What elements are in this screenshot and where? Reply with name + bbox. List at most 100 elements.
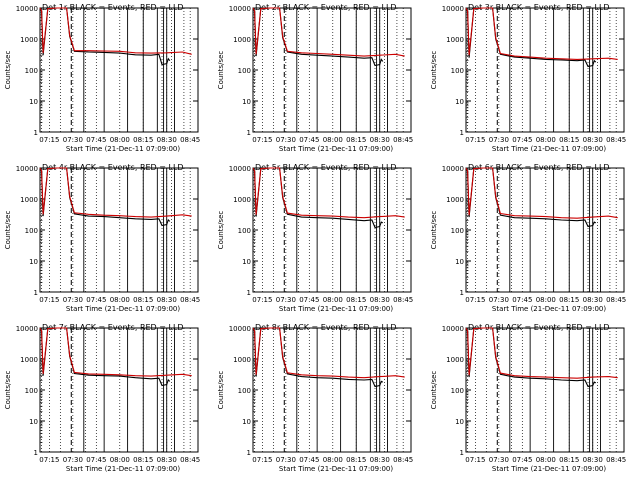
y-tick-label: 100 bbox=[451, 387, 464, 395]
x-tick-label: 08:15 bbox=[346, 456, 366, 464]
series-line-lld bbox=[465, 7, 618, 60]
x-tick-label: 07:15 bbox=[465, 296, 485, 304]
x-tick-label: 07:45 bbox=[512, 136, 532, 144]
x-tick-label: 08:15 bbox=[559, 136, 579, 144]
detector-panel: Det 7r BLACK = Events, RED = LLD Counts/s… bbox=[4, 323, 200, 473]
x-tick-label: 08:15 bbox=[133, 296, 153, 304]
y-tick-label: 10000 bbox=[16, 325, 38, 333]
series-line-lld bbox=[39, 167, 192, 218]
x-tick-label: 08:30 bbox=[157, 456, 177, 464]
x-tick-label: 07:15 bbox=[252, 136, 272, 144]
y-tick-label: 1 bbox=[460, 129, 464, 137]
y-tick-label: 10000 bbox=[442, 165, 464, 173]
x-axis-label: Start Time (21-Dec-11 07:09:00) bbox=[492, 465, 606, 473]
y-tick-label: 10 bbox=[242, 418, 251, 426]
chart-title: Det 7r BLACK = Events, RED = LLD bbox=[42, 323, 184, 332]
y-tick-label: 100 bbox=[238, 227, 251, 235]
x-tick-label: 08:45 bbox=[393, 296, 413, 304]
x-tick-label: 07:15 bbox=[252, 456, 272, 464]
x-tick-label: 08:30 bbox=[583, 296, 603, 304]
chart-title: Det 8r BLACK = Events, RED = LLD bbox=[255, 323, 397, 332]
x-tick-label: 07:15 bbox=[39, 456, 59, 464]
x-tick-label: 08:00 bbox=[323, 136, 343, 144]
x-tick-label: 07:15 bbox=[465, 456, 485, 464]
x-tick-label: 07:45 bbox=[512, 296, 532, 304]
x-tick-label: 08:15 bbox=[346, 296, 366, 304]
series-line-lld bbox=[39, 327, 192, 377]
y-tick-label: 1000 bbox=[20, 196, 38, 204]
detector-panel: Det 1r BLACK = Events, RED = LLD Counts/s… bbox=[4, 3, 200, 153]
series-line-lld bbox=[465, 327, 618, 379]
y-tick-label: 1000 bbox=[233, 356, 251, 364]
y-tick-label: 10000 bbox=[16, 5, 38, 13]
x-tick-label: 07:30 bbox=[276, 296, 296, 304]
x-tick-label: 08:30 bbox=[370, 136, 390, 144]
y-tick-label: 1000 bbox=[20, 356, 38, 364]
x-tick-label: 08:15 bbox=[346, 136, 366, 144]
series-line-events bbox=[252, 167, 384, 229]
x-tick-label: 07:30 bbox=[63, 136, 83, 144]
x-tick-label: 08:15 bbox=[559, 456, 579, 464]
x-tick-label: 08:00 bbox=[110, 136, 130, 144]
y-tick-label: 10 bbox=[455, 418, 464, 426]
x-tick-label: 08:15 bbox=[133, 456, 153, 464]
y-axis-label: Counts/sec bbox=[4, 371, 12, 410]
y-tick-label: 100 bbox=[238, 387, 251, 395]
x-tick-label: 07:30 bbox=[489, 136, 509, 144]
detector-panel: Det 8r BLACK = Events, RED = LLD Counts/s… bbox=[217, 323, 413, 473]
y-tick-label: 100 bbox=[451, 67, 464, 75]
y-axis-label: Counts/sec bbox=[4, 51, 12, 90]
series-line-lld bbox=[465, 167, 618, 219]
y-axis-label: Counts/sec bbox=[217, 51, 225, 90]
detector-panel: Det 4r BLACK = Events, RED = LLD Counts/s… bbox=[4, 163, 200, 313]
x-tick-label: 08:15 bbox=[133, 136, 153, 144]
chart-title: Det 5r BLACK = Events, RED = LLD bbox=[255, 163, 397, 172]
detector-panel: Det 2r BLACK = Events, RED = LLD Counts/s… bbox=[217, 3, 413, 153]
y-tick-label: 1000 bbox=[446, 356, 464, 364]
y-tick-label: 1000 bbox=[446, 196, 464, 204]
x-axis-label: Start Time (21-Dec-11 07:09:00) bbox=[279, 305, 393, 313]
x-tick-label: 07:30 bbox=[63, 456, 83, 464]
y-tick-label: 1 bbox=[247, 449, 251, 457]
detector-panel: Det 6r BLACK = Events, RED = LLD Counts/s… bbox=[430, 163, 626, 313]
y-tick-label: 100 bbox=[25, 227, 38, 235]
x-tick-label: 08:30 bbox=[157, 136, 177, 144]
y-tick-label: 1 bbox=[247, 289, 251, 297]
x-tick-label: 08:00 bbox=[536, 296, 556, 304]
y-tick-label: 10 bbox=[455, 98, 464, 106]
x-tick-label: 08:45 bbox=[393, 136, 413, 144]
series-line-events bbox=[39, 327, 171, 387]
y-axis-label: Counts/sec bbox=[4, 211, 12, 250]
y-tick-label: 1 bbox=[247, 129, 251, 137]
x-tick-label: 07:30 bbox=[489, 296, 509, 304]
chart-title: Det 3r BLACK = Events, RED = LLD bbox=[468, 3, 610, 12]
y-tick-label: 1000 bbox=[233, 196, 251, 204]
x-axis-label: Start Time (21-Dec-11 07:09:00) bbox=[279, 145, 393, 153]
x-tick-label: 07:30 bbox=[63, 296, 83, 304]
y-tick-label: 10 bbox=[242, 258, 251, 266]
y-tick-label: 1000 bbox=[446, 36, 464, 44]
x-tick-label: 08:45 bbox=[606, 296, 626, 304]
x-tick-label: 08:45 bbox=[606, 456, 626, 464]
series-line-lld bbox=[39, 7, 192, 55]
x-tick-label: 07:30 bbox=[489, 456, 509, 464]
x-tick-label: 07:30 bbox=[276, 136, 296, 144]
x-tick-label: 08:30 bbox=[370, 456, 390, 464]
x-tick-label: 08:15 bbox=[559, 296, 579, 304]
x-tick-label: 08:45 bbox=[393, 456, 413, 464]
y-tick-label: 1 bbox=[34, 129, 38, 137]
x-axis-label: Start Time (21-Dec-11 07:09:00) bbox=[66, 465, 180, 473]
x-axis-label: Start Time (21-Dec-11 07:09:00) bbox=[492, 145, 606, 153]
y-axis-label: Counts/sec bbox=[217, 211, 225, 250]
chart-title: Det 2r BLACK = Events, RED = LLD bbox=[255, 3, 397, 12]
x-tick-label: 07:15 bbox=[465, 136, 485, 144]
y-tick-label: 100 bbox=[451, 227, 464, 235]
x-tick-label: 08:00 bbox=[110, 296, 130, 304]
y-tick-label: 10000 bbox=[442, 5, 464, 13]
y-tick-label: 1000 bbox=[20, 36, 38, 44]
series-line-events bbox=[465, 7, 597, 68]
y-axis-label: Counts/sec bbox=[217, 371, 225, 410]
chart-title: Det 4r BLACK = Events, RED = LLD bbox=[42, 163, 184, 172]
y-tick-label: 100 bbox=[25, 67, 38, 75]
